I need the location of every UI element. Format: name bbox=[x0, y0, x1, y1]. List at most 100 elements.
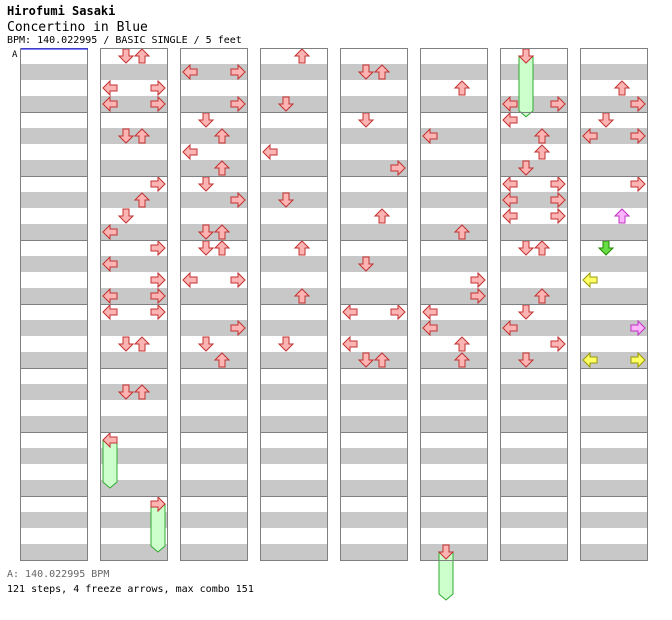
beat-stripe bbox=[180, 528, 248, 544]
beat-stripe bbox=[100, 320, 168, 336]
beat-stripe bbox=[260, 416, 328, 432]
beat-stripe bbox=[20, 80, 88, 96]
left-arrow bbox=[102, 303, 118, 321]
beat-stripe bbox=[20, 416, 88, 432]
up-arrow bbox=[213, 224, 231, 240]
beat-stripe bbox=[100, 416, 168, 432]
beat-stripe bbox=[20, 272, 88, 288]
beat-stripe bbox=[580, 464, 648, 480]
right-arrow bbox=[230, 63, 246, 81]
beat-stripe bbox=[580, 400, 648, 416]
beat-stripe bbox=[260, 528, 328, 544]
right-arrow bbox=[230, 271, 246, 289]
beat-stripe bbox=[500, 240, 568, 256]
beat-stripe bbox=[260, 368, 328, 384]
beat-stripe bbox=[180, 352, 248, 368]
artist-name: Hirofumi Sasaki bbox=[7, 4, 116, 18]
beat-stripe bbox=[340, 256, 408, 272]
beat-stripe bbox=[20, 224, 88, 240]
beat-stripe bbox=[260, 432, 328, 448]
up-arrow bbox=[133, 384, 151, 400]
beat-stripe bbox=[580, 416, 648, 432]
measure-box bbox=[100, 496, 168, 561]
beat-stripe bbox=[260, 320, 328, 336]
down-arrow bbox=[357, 352, 375, 368]
beat-stripe bbox=[420, 112, 488, 128]
beat-stripe bbox=[420, 80, 488, 96]
beat-stripe bbox=[340, 288, 408, 304]
beat-stripe bbox=[500, 48, 568, 64]
freeze-arrow-body bbox=[518, 55, 534, 118]
beat-stripe bbox=[260, 480, 328, 496]
beat-stripe bbox=[420, 224, 488, 240]
beat-stripe bbox=[420, 480, 488, 496]
beat-stripe bbox=[500, 128, 568, 144]
beat-stripe bbox=[580, 192, 648, 208]
beat-stripe bbox=[340, 224, 408, 240]
beat-stripe bbox=[100, 224, 168, 240]
beat-stripe bbox=[500, 160, 568, 176]
beat-stripe bbox=[180, 224, 248, 240]
beat-stripe bbox=[260, 304, 328, 320]
down-arrow bbox=[277, 336, 295, 352]
beat-stripe bbox=[180, 240, 248, 256]
beat-stripe bbox=[420, 352, 488, 368]
beat-stripe bbox=[500, 496, 568, 512]
beat-stripe bbox=[340, 400, 408, 416]
beat-stripe bbox=[420, 432, 488, 448]
beat-stripe bbox=[20, 112, 88, 128]
right-arrow bbox=[390, 303, 406, 321]
beat-stripe bbox=[580, 240, 648, 256]
right-arrow bbox=[390, 159, 406, 177]
chart-info: BPM: 140.022995 / BASIC SINGLE / 5 feet bbox=[7, 35, 242, 46]
beat-stripe bbox=[340, 480, 408, 496]
beat-stripe bbox=[580, 336, 648, 352]
left-arrow bbox=[582, 127, 598, 145]
beat-stripe bbox=[180, 496, 248, 512]
down-arrow bbox=[517, 160, 535, 176]
beat-stripe bbox=[340, 416, 408, 432]
beat-stripe bbox=[580, 304, 648, 320]
beat-stripe bbox=[580, 144, 648, 160]
beat-stripe bbox=[500, 432, 568, 448]
beat-stripe bbox=[420, 384, 488, 400]
beat-stripe bbox=[340, 448, 408, 464]
beat-stripe bbox=[420, 320, 488, 336]
footer-stats: 121 steps, 4 freeze arrows, max combo 15… bbox=[7, 584, 254, 595]
beat-stripe bbox=[500, 400, 568, 416]
beat-stripe bbox=[500, 448, 568, 464]
beat-stripe bbox=[500, 528, 568, 544]
beat-stripe bbox=[180, 544, 248, 560]
beat-stripe bbox=[20, 288, 88, 304]
beat-stripe bbox=[500, 320, 568, 336]
beat-stripe bbox=[580, 368, 648, 384]
beat-stripe bbox=[260, 144, 328, 160]
right-arrow bbox=[550, 95, 566, 113]
beat-stripe bbox=[20, 384, 88, 400]
left-arrow bbox=[422, 127, 438, 145]
beat-stripe bbox=[500, 544, 568, 560]
up-arrow bbox=[293, 240, 311, 256]
beat-stripe bbox=[20, 320, 88, 336]
beat-stripe bbox=[180, 304, 248, 320]
beat-stripe bbox=[580, 432, 648, 448]
beat-stripe bbox=[580, 544, 648, 560]
beat-stripe bbox=[580, 480, 648, 496]
beat-stripe bbox=[180, 176, 248, 192]
beat-stripe bbox=[500, 336, 568, 352]
right-arrow bbox=[470, 271, 486, 289]
beat-stripe bbox=[180, 512, 248, 528]
beat-stripe bbox=[20, 464, 88, 480]
beat-stripe bbox=[340, 64, 408, 80]
beat-stripe bbox=[180, 192, 248, 208]
beat-stripe bbox=[180, 448, 248, 464]
beat-stripe bbox=[180, 160, 248, 176]
beat-stripe bbox=[340, 240, 408, 256]
beat-stripe bbox=[580, 352, 648, 368]
left-arrow bbox=[342, 303, 358, 321]
left-arrow bbox=[102, 287, 118, 305]
beat-stripe bbox=[420, 144, 488, 160]
left-arrow bbox=[582, 351, 598, 369]
beat-stripe bbox=[180, 368, 248, 384]
